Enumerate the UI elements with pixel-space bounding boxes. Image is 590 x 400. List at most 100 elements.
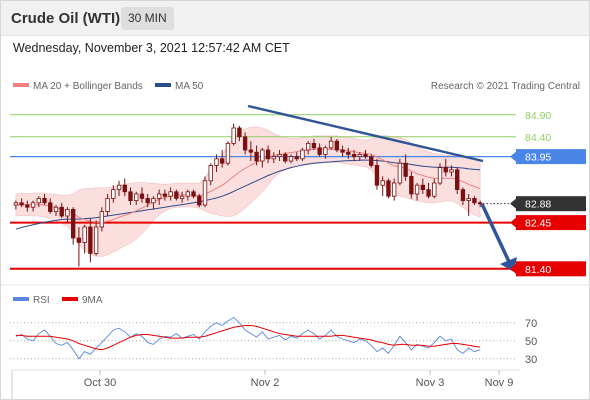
support-label-box-4: [516, 215, 586, 231]
projection-arrow-shaft: [480, 203, 513, 267]
candle: [374, 158, 380, 190]
x-axis-tick-label: Nov 3: [416, 377, 445, 389]
candle: [466, 194, 471, 216]
candle: [65, 207, 70, 223]
candle: [460, 187, 466, 205]
candle-body: [36, 197, 41, 204]
candle: [225, 141, 231, 166]
candle: [403, 154, 408, 181]
candle: [323, 145, 328, 159]
candle-body: [472, 197, 477, 204]
rsi-gridlines: 70 50 30: [10, 318, 537, 366]
candle-body: [30, 202, 36, 208]
candle: [179, 191, 185, 203]
candle: [88, 218, 93, 263]
candle-body: [306, 142, 311, 151]
candle: [128, 187, 133, 205]
candle: [162, 189, 168, 201]
x-axis-tick-label: Nov 9: [485, 377, 514, 389]
candle: [53, 205, 59, 216]
candle-body: [208, 164, 213, 182]
candle: [25, 200, 30, 212]
candle: [93, 220, 99, 256]
rsi-lines: [15, 316, 481, 360]
candle: [122, 178, 127, 197]
candle-body: [134, 193, 139, 201]
candle: [409, 172, 414, 199]
candle-body: [466, 197, 471, 201]
candle: [134, 191, 139, 205]
candle: [174, 189, 179, 201]
candle: [48, 198, 53, 214]
instrument-title: Crude Oil (WTI): [11, 10, 121, 27]
x-axis-tick-label: Oct 30: [84, 377, 116, 389]
candle-body: [294, 156, 299, 160]
candle-body: [357, 153, 362, 157]
candle-body: [237, 127, 242, 138]
candle-body: [340, 149, 345, 153]
candle-body: [168, 191, 173, 197]
candle-body: [111, 189, 116, 199]
candle: [432, 178, 437, 199]
candle-body: [242, 136, 248, 151]
candle: [191, 189, 196, 199]
candle: [231, 123, 236, 146]
candle: [265, 145, 271, 164]
price-level-label-5: 81.40: [525, 264, 551, 276]
candle-body: [220, 158, 225, 164]
candle: [288, 154, 294, 164]
candle-body: [300, 149, 305, 160]
candle: [472, 196, 477, 205]
candle-body: [443, 167, 448, 173]
candle: [294, 152, 299, 161]
candle-body: [311, 142, 317, 149]
candle-body: [145, 197, 150, 204]
candle-body: [225, 142, 231, 164]
ma50-legend-label: MA 50: [175, 81, 204, 92]
candle: [300, 147, 305, 161]
candle-body: [374, 164, 380, 186]
candle: [156, 189, 162, 205]
candle: [13, 200, 19, 210]
rsi-series-9ma: [15, 325, 481, 351]
timeframe-button[interactable]: 30 MIN: [121, 7, 174, 30]
x-axis: Oct 30 Nov 2 Nov 3 Nov 9: [84, 370, 514, 389]
rsi-series-rsi: [15, 316, 481, 360]
candle: [71, 207, 76, 245]
credit-text: Research © 2021 Trading Central: [431, 81, 580, 92]
candle-body: [380, 180, 385, 186]
candle: [30, 200, 36, 212]
candle: [145, 194, 150, 208]
candle: [455, 167, 460, 194]
candle: [437, 163, 443, 186]
candle-body: [437, 167, 443, 184]
chart-header: Crude Oil (WTI) 30 MIN: [0, 0, 590, 36]
candle-body: [363, 153, 368, 157]
price-levels: [10, 114, 516, 270]
candle-body: [386, 180, 391, 197]
candle: [220, 150, 225, 168]
candle-body: [13, 202, 19, 206]
candle: [36, 196, 41, 208]
rsi-tick-label: 70: [525, 318, 537, 330]
rsi-ma-legend-label: 9MA: [82, 295, 103, 306]
last-label-box-3: [516, 196, 586, 212]
candle-body: [156, 193, 162, 199]
bollinger-bands: [15, 126, 481, 257]
candle-body: [105, 197, 110, 212]
candle-body: [414, 184, 420, 195]
rsi-tick-label: 50: [525, 336, 537, 348]
downtrend-line: [247, 104, 484, 163]
rsi-legend-swatch: [13, 297, 29, 301]
candle: [19, 198, 24, 208]
candle: [283, 152, 288, 164]
ma20-line: [15, 148, 481, 223]
candle-body: [346, 151, 351, 155]
candle: [351, 150, 357, 161]
candle: [208, 163, 213, 186]
candle-body: [151, 197, 156, 204]
rsi-tick-label: 30: [525, 354, 537, 366]
price-level-label-2: 83.95: [525, 152, 551, 164]
candle-body: [59, 206, 64, 217]
candle-body: [323, 147, 328, 155]
